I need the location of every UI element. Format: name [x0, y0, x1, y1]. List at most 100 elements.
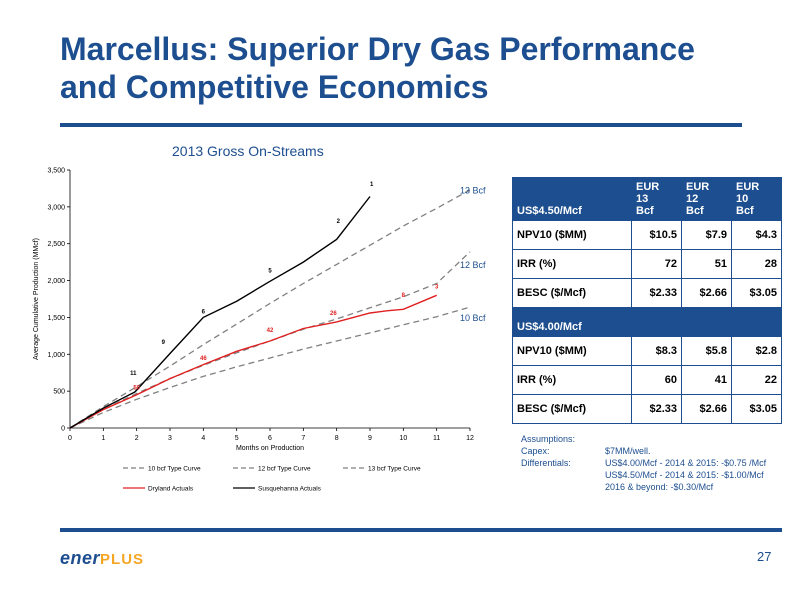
table-cell: 51	[681, 249, 732, 279]
well-count-label: 50	[133, 386, 140, 392]
well-count-label: 26	[330, 311, 337, 317]
well-count-label: 2	[337, 219, 341, 225]
table-row: IRR (%) 60 41 22	[512, 365, 782, 395]
x-tick-label: 12	[466, 435, 474, 442]
x-axis-label: Months on Production	[236, 445, 304, 452]
y-tick-label: 1,500	[47, 315, 65, 322]
x-tick-label: 1	[101, 435, 105, 442]
legend-label: Susquehanna Actuals	[258, 486, 322, 493]
title-divider	[60, 123, 742, 127]
type-curve-label: 13 Bcf	[460, 186, 486, 196]
row-label: NPV10 ($MM)	[512, 336, 632, 366]
eur-header-text: EUR	[736, 181, 760, 193]
differentials-row-3: 2016 & beyond: -$0.30/Mcf	[521, 481, 766, 493]
page-number: 27	[757, 549, 772, 564]
well-count-label: 8	[402, 293, 406, 299]
chart-title: 2013 Gross On-Streams	[172, 143, 324, 159]
section-4-00-header-row: US$4.00/Mcf	[512, 307, 782, 337]
capex-row: Capex: $7MM/well.	[521, 445, 766, 457]
table-row: BESC ($/Mcf) $2.33 $2.66 $3.05	[512, 278, 782, 308]
well-count-label: 42	[267, 328, 274, 334]
differential-line-2: US$4.50/Mcf - 2014 & 2015: -$1.00/Mcf	[605, 470, 764, 480]
legend-label: 10 bcf Type Curve	[148, 466, 201, 473]
table-row: BESC ($/Mcf) $2.33 $2.66 $3.05	[512, 394, 782, 424]
y-tick-label: 3,000	[47, 204, 65, 211]
well-count-label: 3	[435, 285, 439, 291]
table-cell: $2.33	[631, 394, 682, 424]
well-count-label: 46	[200, 356, 207, 362]
x-tick-label: 8	[335, 435, 339, 442]
header-eur-13: EUR 13 Bcf	[631, 177, 682, 221]
series-line-10-bcf-type-curve	[69, 306, 471, 429]
blank-header-cell	[631, 307, 682, 337]
price-label-4-00: US$4.00/Mcf	[512, 307, 632, 337]
y-axis-label: Average Cumulative Production (MMcf)	[33, 238, 40, 360]
table-cell: $10.5	[631, 220, 682, 250]
x-tick-label: 7	[301, 435, 305, 442]
table-header-row: US$4.50/Mcf EUR 13 Bcf EUR 12 Bcf EUR 10 Bcf	[512, 177, 782, 221]
blank-header-cell	[681, 307, 732, 337]
well-count-label: 5	[268, 268, 272, 274]
table-cell: 28	[731, 249, 782, 279]
section-4-00-rows: NPV10 ($MM) $8.3 $5.8 $2.8 IRR (%) 60 41 22 BESC…	[512, 336, 782, 424]
y-tick-label: 2,000	[47, 278, 65, 285]
eur-header-text: EUR	[686, 181, 710, 193]
capex-value: $7MM/well.	[605, 446, 651, 456]
well-count-label: 11	[130, 371, 137, 377]
eur-header-text: EUR	[636, 181, 660, 193]
series-line-13-bcf-type-curve	[69, 189, 471, 429]
legend-label: 13 bcf Type Curve	[368, 466, 421, 473]
table-cell: $5.8	[681, 336, 732, 366]
x-tick-label: 4	[201, 435, 205, 442]
series-line-12-bcf-type-curve	[69, 251, 471, 429]
footer-divider	[60, 528, 782, 532]
legend: 10 bcf Type Curve 12 bcf Type Curve 13 bcf…	[123, 466, 421, 493]
logo-plus: PLUS	[100, 551, 145, 568]
type-curve-label: 12 Bcf	[460, 260, 486, 270]
table-cell: 72	[631, 249, 682, 279]
x-tick-label: 5	[235, 435, 239, 442]
table-cell: $2.66	[681, 278, 732, 308]
row-label: IRR (%)	[512, 249, 632, 279]
annotations: 13 Bcf 12 Bcf 10 Bcf 1 2 5 6 9 11 3 8 26 42 46 50	[130, 182, 486, 391]
differentials-row: Differentials: US$4.00/Mcf - 2014 & 2015:…	[521, 457, 766, 469]
y-tick-label: 500	[53, 389, 65, 396]
table-row: NPV10 ($MM) $8.3 $5.8 $2.8	[512, 336, 782, 366]
x-tick-label: 11	[433, 435, 440, 442]
logo-text: ener	[60, 548, 101, 568]
eur-header-text: 13	[636, 193, 649, 205]
slide-title-line1: Marcellus: Superior Dry Gas Performance	[60, 31, 695, 67]
y-tick-label: 1,000	[47, 352, 65, 359]
row-label: BESC ($/Mcf)	[512, 278, 632, 308]
y-tick-label: 3,500	[47, 168, 65, 175]
header-eur-10: EUR 10 Bcf	[731, 177, 782, 221]
differentials-row-2: US$4.50/Mcf - 2014 & 2015: -$1.00/Mcf	[521, 469, 766, 481]
type-curve-label: 10 Bcf	[460, 313, 486, 323]
table-cell: 41	[681, 365, 732, 395]
x-tick-label: 10	[399, 435, 407, 442]
well-count-label: 9	[162, 340, 166, 346]
header-eur-12: EUR 12 Bcf	[681, 177, 732, 221]
table-cell: 60	[631, 365, 682, 395]
eur-header-text: Bcf	[686, 205, 704, 217]
table-cell: $2.33	[631, 278, 682, 308]
legend-label: 12 bcf Type Curve	[258, 466, 311, 473]
blank-header-cell	[731, 307, 782, 337]
differentials-label: Differentials:	[521, 458, 571, 468]
x-tick-label: 3	[168, 435, 172, 442]
assumptions-heading: Assumptions:	[521, 434, 576, 444]
y-tick-label: 2,500	[47, 241, 65, 248]
row-label: NPV10 ($MM)	[512, 220, 632, 250]
assumptions-block: Assumptions: Capex: $7MM/well. Differenti…	[521, 433, 766, 493]
table-cell: $8.3	[631, 336, 682, 366]
x-tick-label: 6	[268, 435, 272, 442]
capex-label: Capex:	[521, 446, 550, 456]
eur-header-text: 10	[736, 193, 749, 205]
eur-header-text: Bcf	[736, 205, 754, 217]
differential-line-3: 2016 & beyond: -$0.30/Mcf	[605, 482, 714, 492]
table-cell: $7.9	[681, 220, 732, 250]
table-cell: $3.05	[731, 278, 782, 308]
table-row: IRR (%) 72 51 28	[512, 249, 782, 279]
